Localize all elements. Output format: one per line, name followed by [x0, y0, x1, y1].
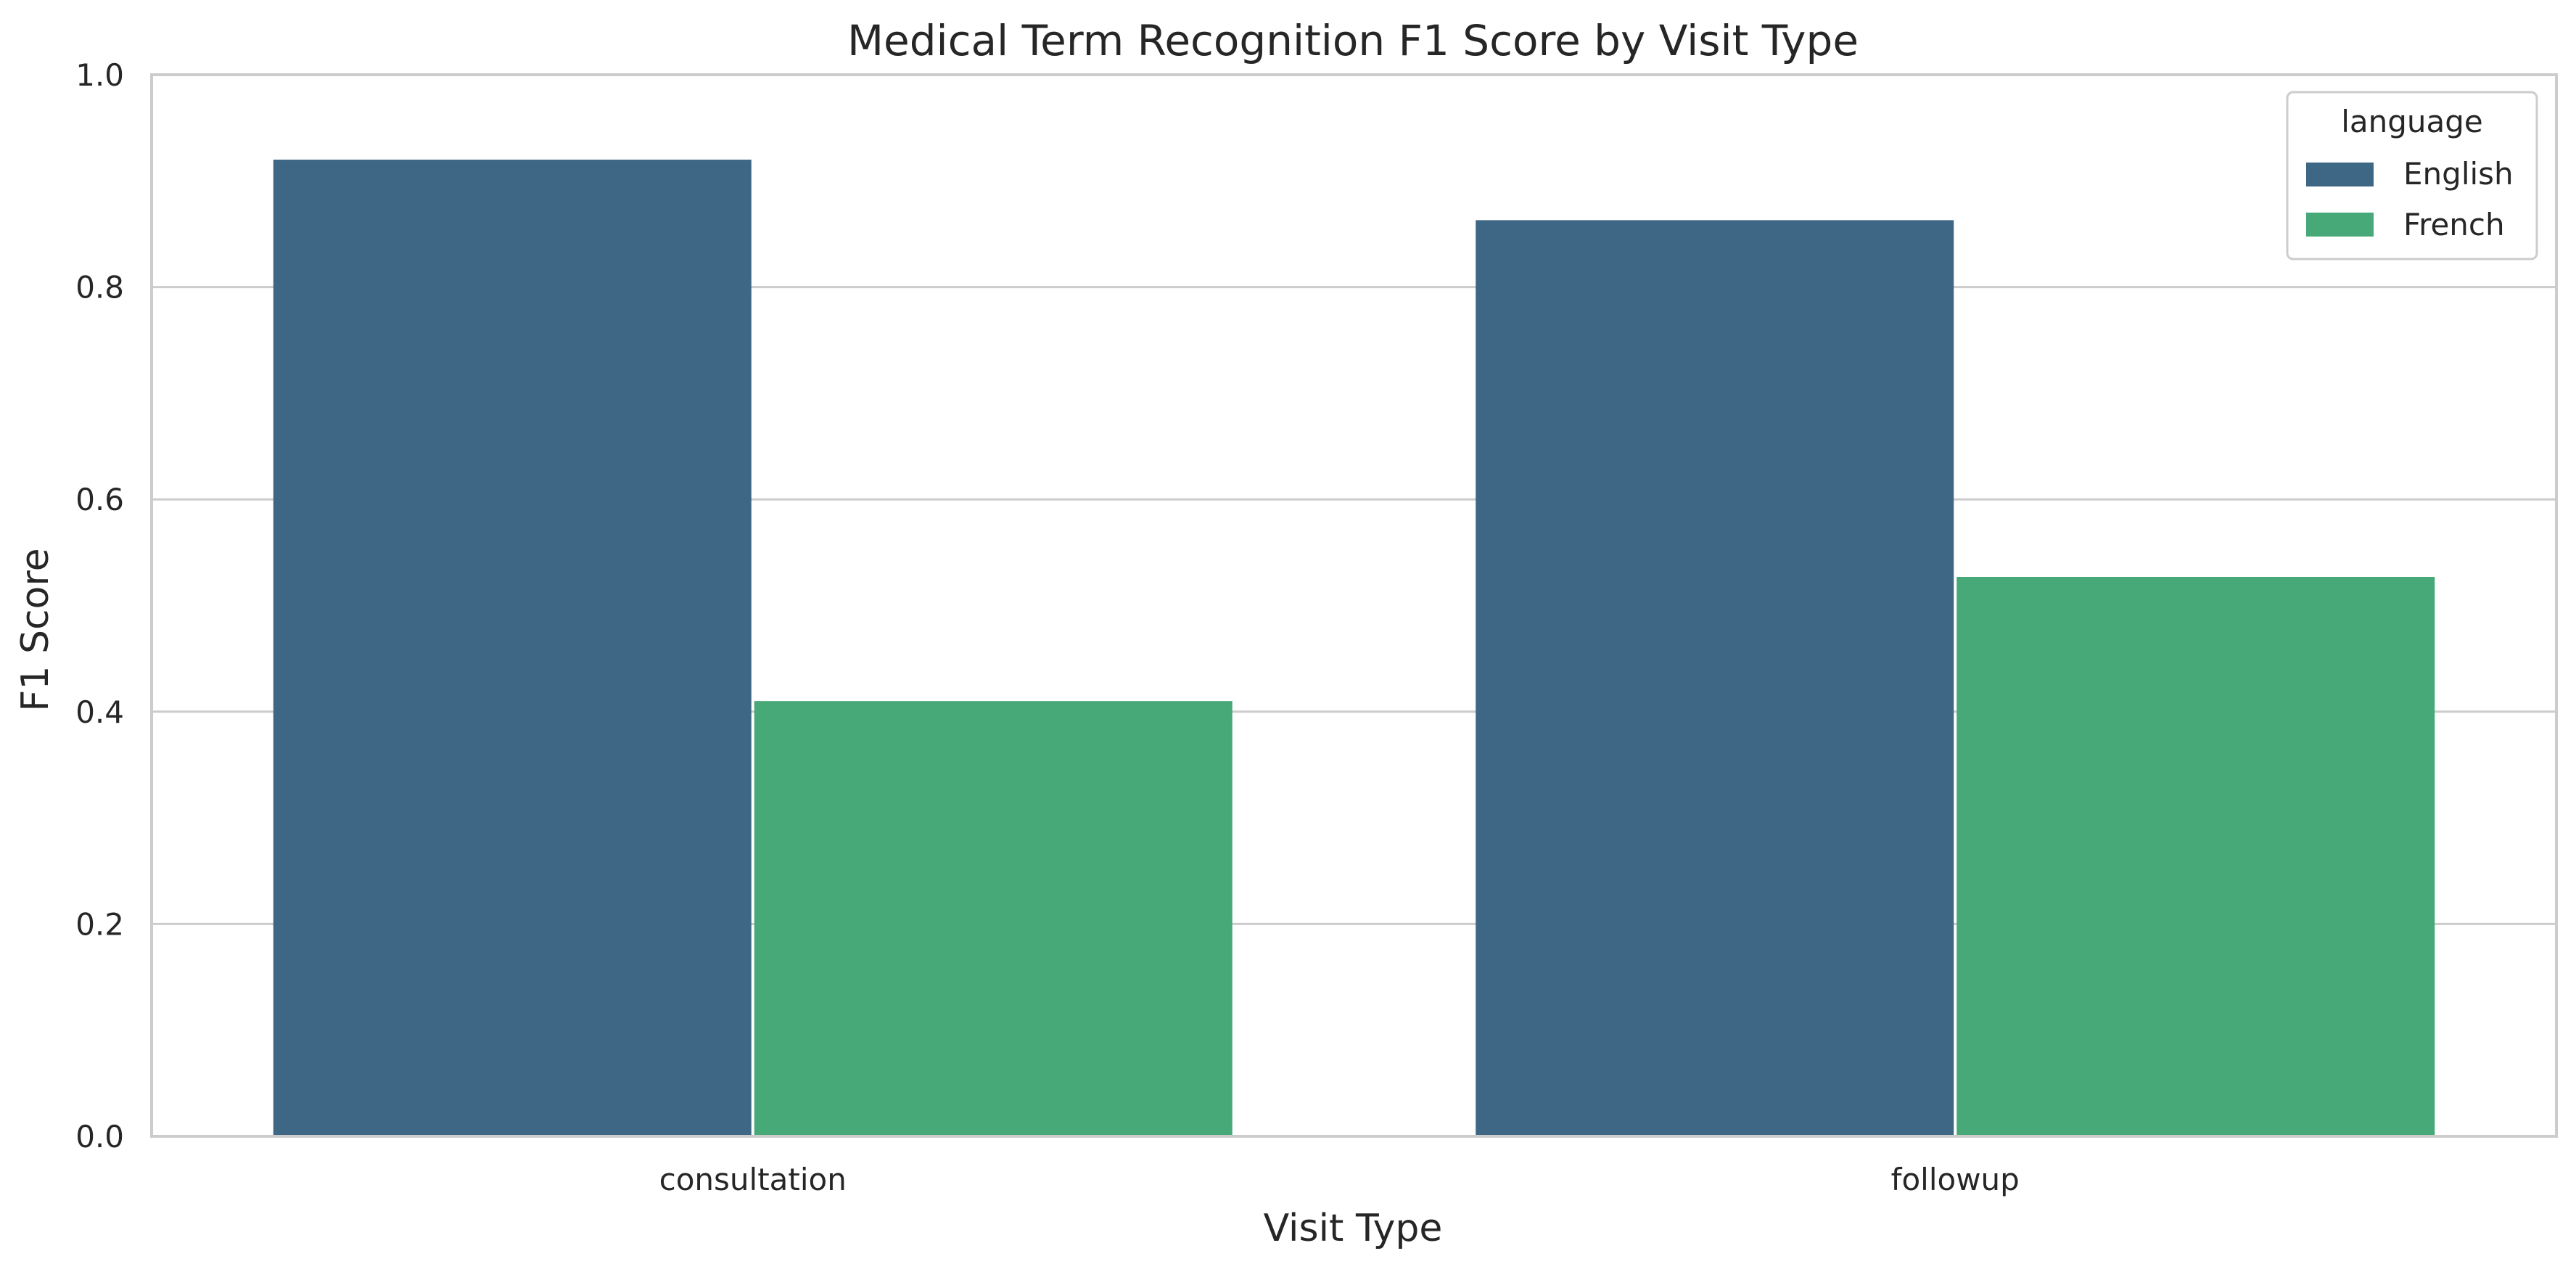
bar-followup-english	[1476, 220, 1954, 1136]
bar-followup-french	[1956, 576, 2435, 1136]
legend-title: language	[2341, 104, 2483, 139]
y-axis-label: F1 Score	[14, 548, 57, 711]
bar-consultation-french	[754, 701, 1233, 1136]
y-tick-label: 0.8	[75, 270, 124, 305]
legend-swatch-french	[2306, 213, 2374, 237]
y-tick-label: 0.4	[75, 694, 124, 730]
legend-swatch-english	[2306, 163, 2374, 186]
y-tick-label: 1.0	[75, 57, 124, 93]
y-tick-label: 0.6	[75, 482, 124, 517]
y-tick-label: 0.2	[75, 906, 124, 942]
y-tick-labels: 0.0 0.2 0.4 0.6 0.8 1.0	[75, 57, 124, 1154]
legend-label-french: French	[2403, 207, 2505, 242]
legend: language English French	[2286, 91, 2538, 260]
y-tick-label: 0.0	[75, 1119, 124, 1154]
chart-title: Medical Term Recognition F1 Score by Vis…	[847, 16, 1859, 65]
x-tick-labels: consultation followup	[659, 1162, 2020, 1197]
plot-frame	[150, 73, 2558, 1138]
x-tick-label-consultation: consultation	[659, 1162, 847, 1197]
x-axis-label: Visit Type	[1264, 1207, 1443, 1250]
bars	[273, 160, 2435, 1136]
x-tick-label-followup: followup	[1891, 1162, 2020, 1197]
legend-label-english: English	[2403, 156, 2514, 192]
bar-consultation-english	[273, 160, 752, 1136]
